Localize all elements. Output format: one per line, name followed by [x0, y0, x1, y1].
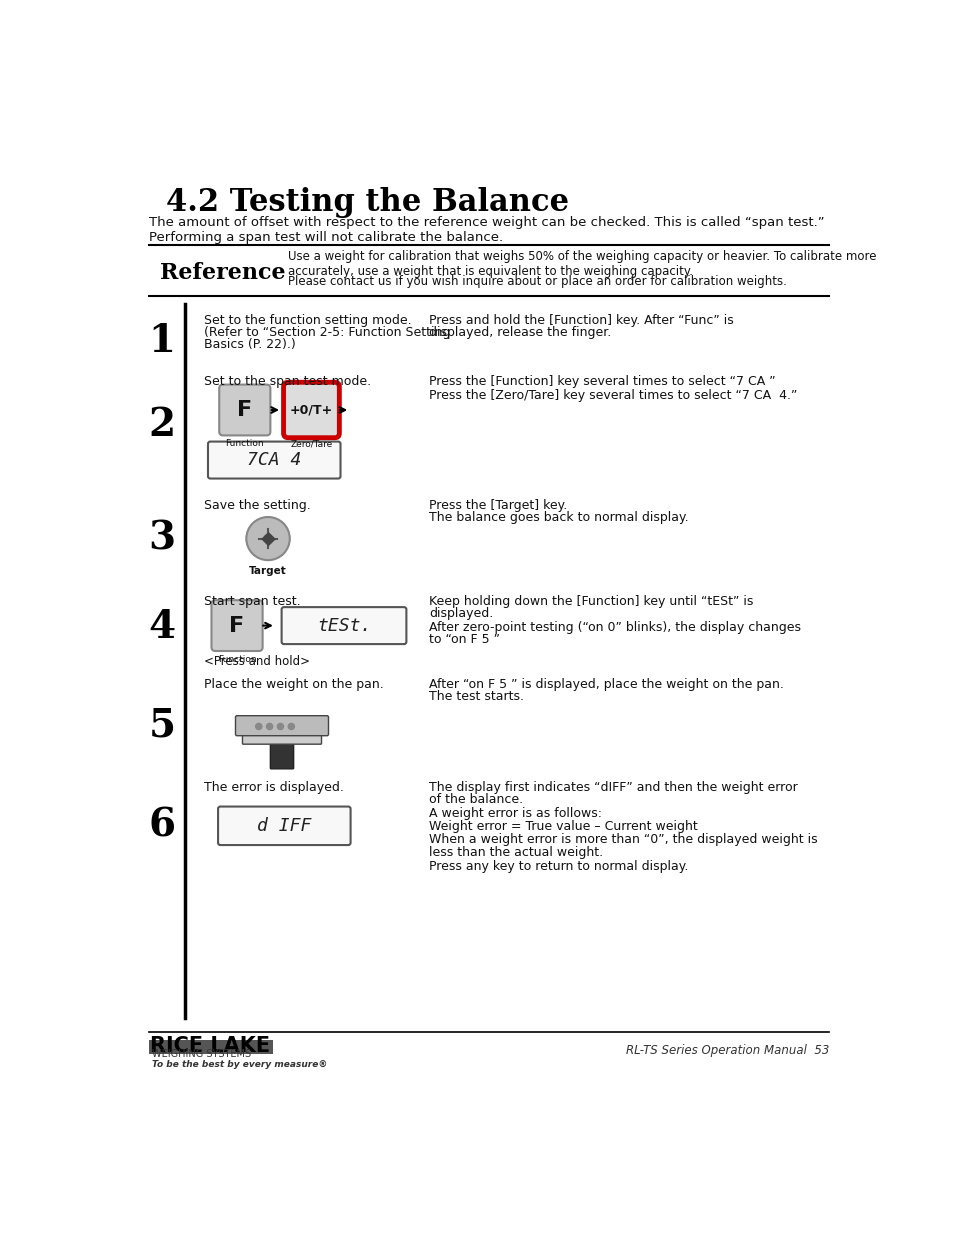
Text: When a weight error is more than “0”, the displayed weight is: When a weight error is more than “0”, th…: [429, 834, 817, 846]
Circle shape: [246, 517, 290, 561]
Text: The balance goes back to normal display.: The balance goes back to normal display.: [429, 511, 688, 524]
Text: ◆: ◆: [260, 529, 275, 548]
Text: <Press and hold>: <Press and hold>: [204, 655, 310, 668]
Text: Target: Target: [249, 567, 287, 577]
Text: After zero-point testing (“on 0” blinks), the display changes: After zero-point testing (“on 0” blinks)…: [429, 621, 801, 634]
Text: 1: 1: [149, 321, 175, 359]
Text: of the balance.: of the balance.: [429, 793, 523, 806]
FancyBboxPatch shape: [149, 1040, 273, 1053]
Text: Function: Function: [225, 440, 264, 448]
Text: (Refer to “Section 2-5: Function Setting: (Refer to “Section 2-5: Function Setting: [204, 326, 451, 340]
Text: displayed, release the finger.: displayed, release the finger.: [429, 326, 611, 340]
Text: less than the actual weight.: less than the actual weight.: [429, 846, 602, 858]
Text: WEIGHING SYSTEMS: WEIGHING SYSTEMS: [152, 1049, 251, 1060]
Text: Start span test.: Start span test.: [204, 595, 301, 608]
Text: Use a weight for calibration that weighs 50% of the weighing capacity or heavier: Use a weight for calibration that weighs…: [288, 249, 876, 278]
FancyBboxPatch shape: [283, 383, 339, 437]
Text: The display first indicates “dIFF” and then the weight error: The display first indicates “dIFF” and t…: [429, 782, 797, 794]
Text: Please contact us if you wish inquire about or place an order for calibration we: Please contact us if you wish inquire ab…: [288, 275, 786, 288]
FancyBboxPatch shape: [242, 735, 321, 745]
Circle shape: [266, 724, 273, 730]
Circle shape: [264, 535, 272, 542]
FancyBboxPatch shape: [281, 608, 406, 645]
FancyBboxPatch shape: [212, 600, 262, 651]
Circle shape: [255, 724, 261, 730]
Text: To be the best by every measure®: To be the best by every measure®: [152, 1060, 327, 1068]
Text: Press the [Function] key several times to select “7 CA ”: Press the [Function] key several times t…: [429, 375, 775, 388]
Text: 4.2 Testing the Balance: 4.2 Testing the Balance: [166, 186, 568, 217]
Text: RICE LAKE: RICE LAKE: [150, 1036, 270, 1056]
Text: d IFF: d IFF: [257, 816, 312, 835]
Circle shape: [277, 724, 283, 730]
Text: Save the setting.: Save the setting.: [204, 499, 311, 511]
Text: +0/T+: +0/T+: [290, 404, 333, 416]
Text: 4: 4: [148, 608, 175, 646]
FancyBboxPatch shape: [208, 442, 340, 478]
Text: Press the [Zero/Tare] key several times to select “7 CA  4.”: Press the [Zero/Tare] key several times …: [429, 389, 797, 403]
Text: Zero/Tare: Zero/Tare: [290, 440, 333, 448]
Text: The error is displayed.: The error is displayed.: [204, 782, 344, 794]
Text: Keep holding down the [Function] key until “tESt” is: Keep holding down the [Function] key unt…: [429, 595, 753, 608]
FancyBboxPatch shape: [219, 384, 270, 436]
Text: F: F: [237, 400, 253, 420]
Text: 6: 6: [148, 806, 175, 845]
Text: 3: 3: [148, 520, 175, 557]
Text: F: F: [230, 615, 244, 636]
Text: RL-TS Series Operation Manual  53: RL-TS Series Operation Manual 53: [625, 1044, 828, 1057]
FancyBboxPatch shape: [218, 806, 350, 845]
Text: to “on F 5 ”: to “on F 5 ”: [429, 634, 499, 646]
Text: Place the weight on the pan.: Place the weight on the pan.: [204, 678, 384, 690]
Text: The test starts.: The test starts.: [429, 690, 524, 703]
Text: A weight error is as follows:: A weight error is as follows:: [429, 808, 601, 820]
Text: displayed.: displayed.: [429, 608, 493, 620]
Text: Weight error = True value – Current weight: Weight error = True value – Current weig…: [429, 820, 698, 832]
Text: 5: 5: [148, 706, 175, 745]
Text: Press and hold the [Function] key. After “Func” is: Press and hold the [Function] key. After…: [429, 314, 733, 327]
FancyBboxPatch shape: [235, 716, 328, 736]
Text: Reference: Reference: [159, 262, 285, 284]
Text: 2: 2: [148, 406, 175, 445]
Text: 7CA 4: 7CA 4: [247, 451, 301, 469]
Text: Set to the function setting mode.: Set to the function setting mode.: [204, 314, 412, 327]
Text: Basics (P. 22).): Basics (P. 22).): [204, 338, 296, 352]
Text: tESt.: tESt.: [316, 616, 371, 635]
Text: After “on F 5 ” is displayed, place the weight on the pan.: After “on F 5 ” is displayed, place the …: [429, 678, 783, 690]
Text: The amount of offset with respect to the reference weight can be checked. This i: The amount of offset with respect to the…: [149, 216, 823, 228]
Text: Function: Function: [217, 655, 256, 664]
Text: Press the [Target] key.: Press the [Target] key.: [429, 499, 567, 511]
Text: Performing a span test will not calibrate the balance.: Performing a span test will not calibrat…: [149, 231, 502, 245]
Text: Press any key to return to normal display.: Press any key to return to normal displa…: [429, 860, 688, 873]
Circle shape: [288, 724, 294, 730]
Text: Set to the span test mode.: Set to the span test mode.: [204, 375, 372, 388]
FancyBboxPatch shape: [270, 745, 294, 769]
